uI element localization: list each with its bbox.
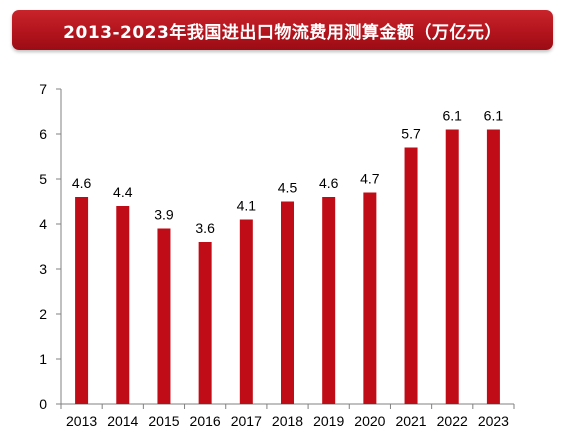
bar-2020 [363,192,377,404]
bar-2023 [486,129,500,404]
x-tick-label: 2022 [437,413,468,429]
data-label: 6.1 [484,108,504,124]
bar-2015 [157,228,171,404]
x-axis: 2013 2014 2015 2016 2017 2018 2019 2020 2021 2022… [60,403,515,429]
x-tick-label: 2019 [313,413,344,429]
data-label: 4.6 [72,175,92,191]
bar-2014 [116,206,130,404]
y-tick-label: 3 [39,261,47,277]
x-tick-label: 2013 [66,413,97,429]
data-label: 5.7 [401,126,421,142]
y-tick-label: 7 [39,81,47,97]
bar-2017 [239,219,253,404]
bar-2016 [198,242,212,404]
data-label: 4.4 [113,184,133,200]
chart-title: 2013-2023年我国进出口物流费用测算金额（万亿元） [63,22,502,43]
x-tick-label: 2018 [272,413,303,429]
bar-2019 [322,197,336,404]
bar-2013 [75,197,89,404]
y-axis: 0 1 2 3 4 5 6 7 [39,81,62,412]
data-labels: 4.6 4.4 3.9 3.6 4.1 4.5 4.6 4.7 5.7 6.1 6.1 [72,108,503,237]
x-tick-label: 2014 [107,413,138,429]
x-tick-label: 2015 [148,413,179,429]
y-tick-label: 4 [39,216,47,232]
data-label: 4.1 [237,198,257,214]
data-label: 4.6 [319,175,339,191]
y-tick-label: 5 [39,171,47,187]
x-tick-label: 2021 [395,413,426,429]
data-label: 4.5 [278,180,298,196]
y-tick-label: 1 [39,351,47,367]
x-tick-label: 2020 [354,413,385,429]
data-label: 4.7 [360,171,380,187]
bar-2021 [404,147,418,404]
x-tick-label: 2023 [478,413,509,429]
data-label: 3.6 [195,220,215,236]
y-tick-label: 0 [39,396,47,412]
x-tick-label: 2017 [231,413,262,429]
data-label: 6.1 [442,108,462,124]
bar-2018 [281,201,294,404]
chart-title-banner: 2013-2023年我国进出口物流费用测算金额（万亿元） [12,10,553,50]
bar-2022 [445,129,459,404]
bar-series [75,129,500,404]
data-label: 3.9 [154,207,174,223]
x-tick-label: 2016 [190,413,221,429]
y-tick-label: 6 [39,126,47,142]
y-tick-label: 2 [39,306,47,322]
